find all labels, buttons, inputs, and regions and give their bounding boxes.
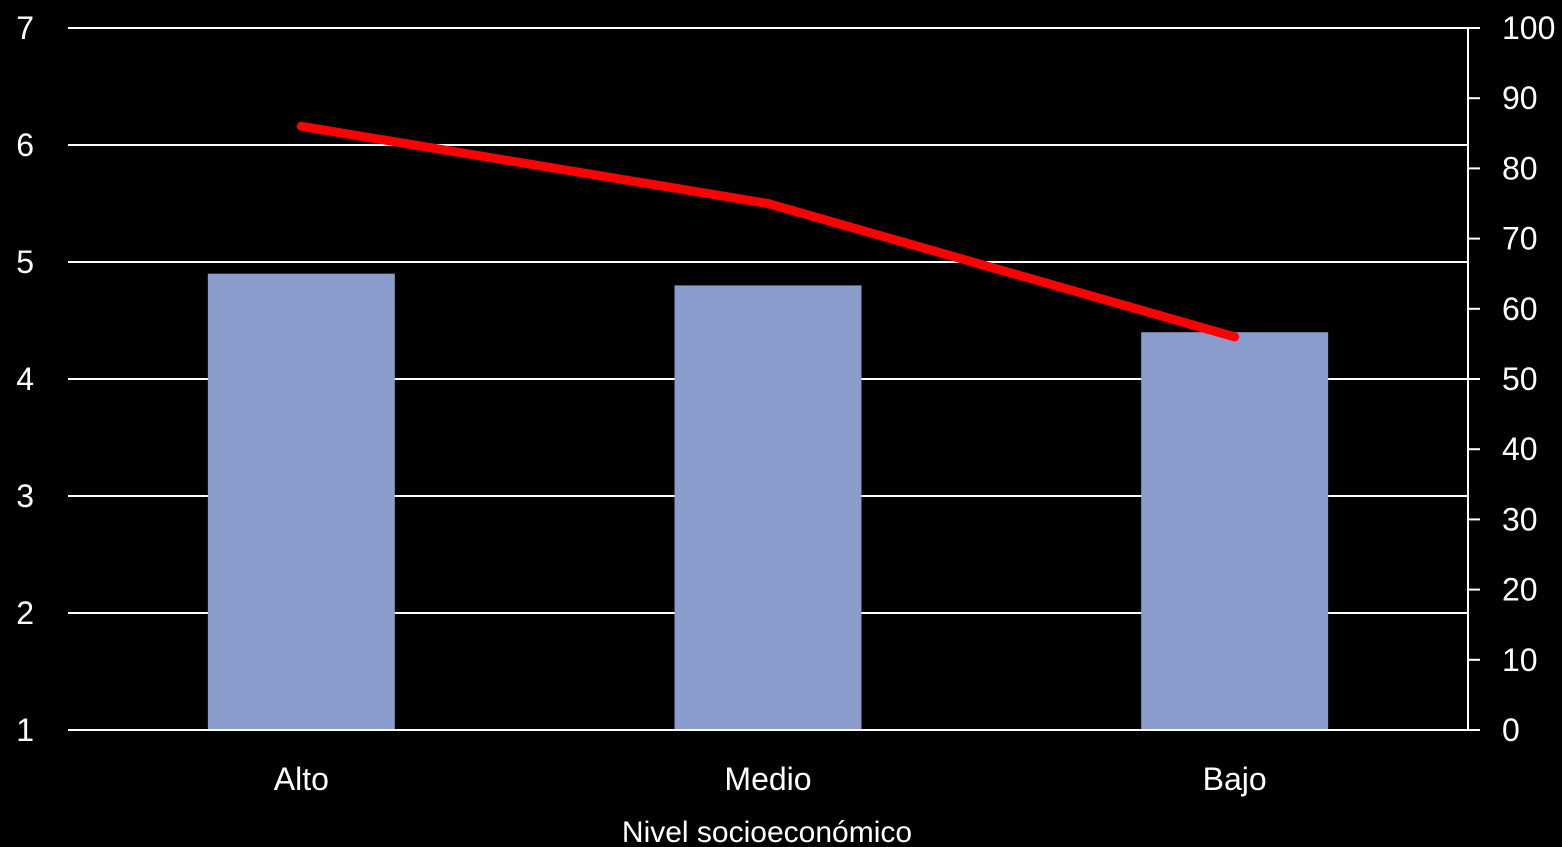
right-tick-label: 80 — [1502, 150, 1538, 186]
left-tick-label: 5 — [16, 244, 34, 280]
bar-series — [207, 273, 1329, 730]
left-tick-label: 2 — [16, 595, 34, 631]
bar-bajo — [1141, 332, 1329, 730]
right-tick-label: 0 — [1502, 712, 1520, 748]
right-tick-label: 20 — [1502, 572, 1538, 608]
left-tick-label: 3 — [16, 478, 34, 514]
right-tick-label: 40 — [1502, 431, 1538, 467]
left-tick-label: 7 — [16, 10, 34, 46]
left-tick-label: 4 — [16, 361, 34, 397]
right-tick-label: 70 — [1502, 221, 1538, 257]
line-point-medio — [767, 203, 769, 204]
line-point-bajo — [1234, 336, 1236, 338]
category-label-bajo: Bajo — [1203, 761, 1267, 797]
line-series — [296, 121, 1240, 342]
left-tick-label: 1 — [16, 712, 34, 748]
bar-alto — [207, 273, 395, 730]
line-point-alto — [300, 125, 302, 127]
right-tick-label: 90 — [1502, 80, 1538, 116]
left-tick-label: 6 — [16, 127, 34, 163]
right-tick-label: 50 — [1502, 361, 1538, 397]
right-tick-label: 100 — [1502, 10, 1555, 46]
right-tick-label: 60 — [1502, 291, 1538, 327]
bar-medio — [674, 285, 862, 730]
right-tick-label: 30 — [1502, 501, 1538, 537]
category-label-medio: Medio — [724, 761, 811, 797]
axes — [68, 27, 1480, 731]
right-tick-label: 10 — [1502, 642, 1538, 678]
category-label-alto: Alto — [274, 761, 329, 797]
x-axis-title: Nivel socioeconómico — [622, 816, 912, 847]
